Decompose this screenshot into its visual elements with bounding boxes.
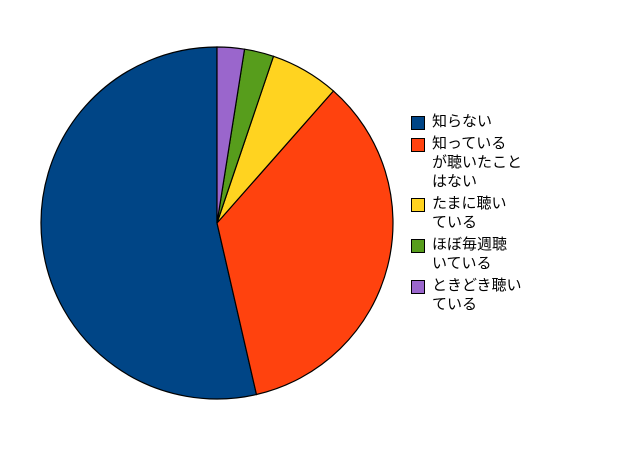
legend-label-line: ている <box>432 213 478 231</box>
legend-label-line: ときどき聴い <box>432 276 522 294</box>
pie-slice-4 <box>216 46 246 224</box>
legend-label-line: はない <box>432 172 478 190</box>
legend-item: 知らない <box>411 112 522 131</box>
legend-label-line: 知らない <box>432 112 493 130</box>
legend-item: ときどき聴い ている <box>411 276 522 314</box>
legend-swatch <box>411 239 425 253</box>
legend-label-line: が聴いたこと <box>432 153 523 171</box>
legend-item: 知っている が聴いたこと はない <box>411 134 522 191</box>
legend-swatch <box>411 280 425 294</box>
legend-item: たまに聴い ている <box>411 194 522 232</box>
legend-label-line: たまに聴い <box>432 194 507 212</box>
legend-label-line: ている <box>432 295 478 313</box>
legend-swatch <box>411 138 425 152</box>
legend-label: 知っている が聴いたこと はない <box>432 134 522 191</box>
legend-swatch <box>411 198 425 212</box>
pie-slice-1 <box>216 90 394 396</box>
legend-item: ほぼ毎週聴 いている <box>411 235 522 273</box>
legend-label-line: いている <box>432 254 492 272</box>
legend-label: 知らない <box>432 112 492 131</box>
legend-label-line: ほぼ毎週聴 <box>432 235 508 253</box>
legend: 知らない 知っている が聴いたこと はない たまに聴い ている ほぼ毎週聴 いている ときどき聴… <box>411 112 522 317</box>
legend-label-line: 知っている <box>432 134 507 152</box>
pie-slice-0 <box>40 46 258 400</box>
legend-label: ほぼ毎週聴 いている <box>432 235 507 273</box>
legend-label: たまに聴い ている <box>432 194 507 232</box>
legend-label: ときどき聴い ている <box>432 276 522 314</box>
legend-swatch <box>411 116 425 130</box>
